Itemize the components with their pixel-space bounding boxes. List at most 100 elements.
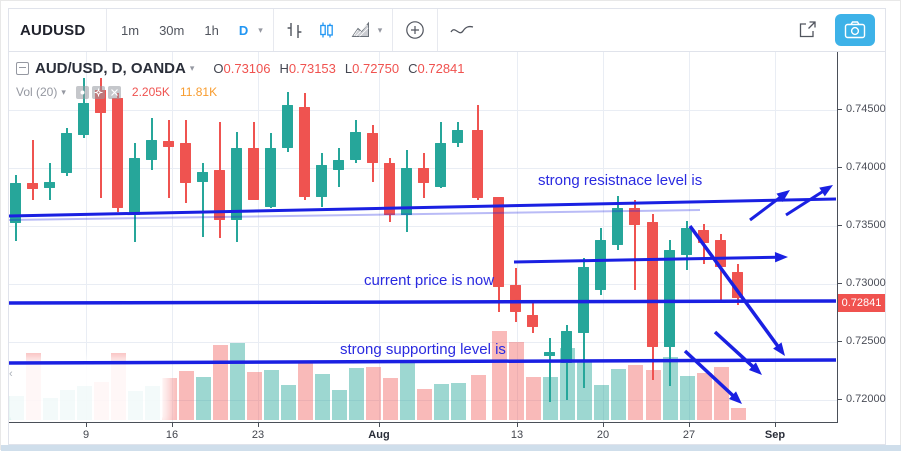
minimize-legend-icon[interactable]	[16, 62, 29, 75]
candle-body	[333, 160, 344, 170]
resistance-annotation[interactable]: strong resistnace level is	[538, 172, 703, 189]
time-tick-label: 16	[165, 429, 179, 441]
interval-button-30m[interactable]: 30m	[159, 22, 185, 38]
v-gridline	[86, 52, 87, 422]
volume-bar	[179, 371, 194, 420]
price-axis[interactable]: 0.72841 0.74500 0.74000 0.73500 0.73000 0.72…	[838, 52, 886, 422]
volume-bar	[264, 370, 279, 420]
h-gridline	[9, 400, 837, 401]
volume-value: 2.205K	[131, 85, 170, 99]
open-value: 0.73106	[223, 61, 271, 76]
watermark-blur-patch	[10, 364, 163, 421]
time-tick-label: Aug	[368, 429, 390, 441]
volume-bar	[332, 390, 347, 420]
external-link-icon[interactable]	[789, 19, 825, 41]
candle-body	[418, 168, 429, 183]
time-tick-label: 13	[510, 429, 524, 441]
candle-body	[350, 132, 361, 160]
candle-body	[44, 182, 55, 188]
area-style-icon[interactable]	[344, 21, 378, 40]
time-tick-mark	[517, 423, 518, 427]
candle-body	[129, 158, 140, 215]
interval-button-1m[interactable]: 1m	[121, 22, 140, 38]
time-tick-mark	[86, 423, 87, 427]
volume-dropdown-chevron-icon[interactable]: ▾	[61, 86, 66, 97]
candle-wick	[49, 163, 51, 200]
price-tick-label: 0.73500	[838, 219, 886, 231]
candle-body	[10, 183, 21, 223]
title-dropdown-chevron-icon[interactable]: ▾	[189, 63, 195, 73]
indicator-close-icon[interactable]	[107, 85, 121, 99]
chart-region: ‹ strong resistnace level is current pri…	[9, 52, 886, 444]
candle-body	[493, 197, 504, 287]
arrow-shaft	[713, 330, 756, 369]
volume-bar	[247, 372, 262, 420]
h-gridline	[9, 284, 837, 285]
time-tick-mark	[258, 423, 259, 427]
volume-bar	[281, 385, 296, 420]
candle-body	[612, 208, 623, 245]
indicator-settings-gear-icon[interactable]	[91, 85, 105, 99]
time-tick-mark	[603, 423, 604, 427]
candle-body	[282, 105, 293, 148]
chart-title[interactable]: AUD/USD, D, OANDA	[35, 60, 186, 77]
open-label: O	[213, 61, 224, 76]
chart-widget: AUDUSD 1m 30m 1h D ▾ ▾	[8, 8, 886, 445]
interval-dropdown-chevron-icon[interactable]: ▾	[258, 24, 263, 35]
time-axis[interactable]: 9 16 23 Aug 13 20 27 Sep	[9, 423, 837, 444]
volume-bar	[492, 331, 507, 420]
screenshot-camera-button[interactable]	[835, 14, 875, 46]
v-gridline	[775, 52, 776, 422]
candle-body	[472, 130, 483, 198]
collapse-pane-chevron-icon[interactable]: ‹	[9, 368, 13, 380]
high-label: H	[279, 61, 289, 76]
candle-body	[595, 240, 606, 290]
h-gridline	[9, 110, 837, 111]
current-price-annotation[interactable]: current price is now	[364, 272, 495, 289]
candle-wick	[168, 120, 170, 198]
volume-indicator-label[interactable]: Vol (20)	[16, 85, 58, 99]
time-tick-label: Sep	[764, 429, 786, 441]
symbol-label: AUDUSD	[20, 21, 86, 39]
candle-wick	[100, 78, 102, 198]
candle-body	[384, 163, 395, 215]
support-annotation[interactable]: strong supporting level is	[340, 341, 506, 358]
volume-bar	[315, 374, 330, 420]
trend-line	[9, 209, 701, 221]
candle-body	[316, 165, 327, 197]
candle-body	[715, 240, 726, 267]
trend-line	[9, 299, 837, 305]
volume-ma-value: 11.81K	[179, 85, 218, 99]
candle-body	[401, 168, 412, 215]
style-dropdown-chevron-icon[interactable]: ▾	[377, 24, 383, 35]
candle-body	[231, 148, 242, 220]
arrow-shaft	[513, 255, 778, 264]
time-tick-label: 9	[82, 429, 90, 441]
plot-area[interactable]: ‹ strong resistnace level is current pri…	[9, 52, 838, 423]
candle-body	[299, 107, 310, 197]
price-tick-label: 0.72000	[838, 393, 886, 405]
time-tick-label: 27	[682, 429, 696, 441]
volume-bar	[471, 375, 486, 420]
interval-button-d[interactable]: D	[238, 22, 249, 38]
bars-style-icon[interactable]	[278, 21, 311, 40]
volume-bar	[434, 384, 449, 420]
arrow-head	[748, 362, 762, 375]
interval-group: 1m 30m 1h D ▾	[107, 23, 273, 38]
candle-body	[197, 172, 208, 182]
volume-bar	[714, 367, 729, 420]
volume-bar	[526, 377, 541, 420]
indicator-visibility-eye-icon[interactable]	[75, 85, 89, 99]
candle-body	[578, 267, 589, 333]
compare-plus-icon[interactable]	[397, 19, 433, 41]
candle-body	[180, 143, 191, 183]
trend-line-tool-icon[interactable]	[442, 22, 482, 38]
interval-button-1h[interactable]: 1h	[204, 22, 219, 38]
bottom-band	[1, 445, 901, 451]
candle-body	[214, 170, 225, 220]
volume-bar	[349, 368, 364, 420]
chart-style-group: ▾	[274, 21, 393, 40]
candles-style-icon[interactable]	[311, 21, 344, 40]
candle-body	[629, 208, 640, 225]
toolbar-separator	[106, 9, 107, 51]
